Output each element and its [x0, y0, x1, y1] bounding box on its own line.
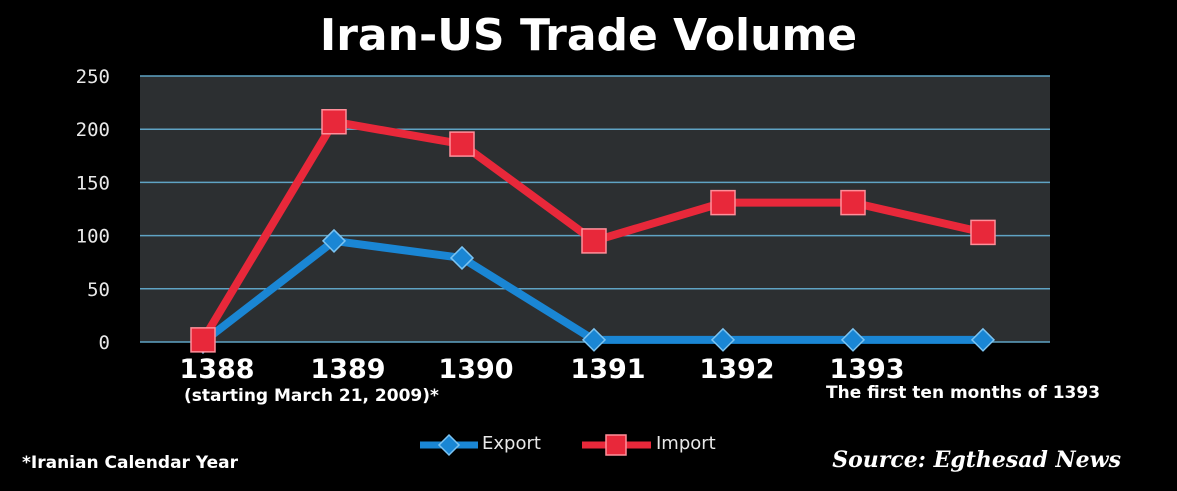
x-tick-label: 1388	[179, 354, 254, 385]
x-tick-label: 1390	[438, 354, 513, 385]
data-point-import	[190, 327, 216, 353]
y-axis-ticks: 0 50 100 150 200 250	[76, 66, 110, 354]
footnote: *Iranian Calendar Year	[22, 453, 238, 473]
x-sublabel-last: The first ten months of 1393	[826, 383, 1101, 403]
legend-label-export: Export	[482, 433, 541, 454]
data-point-export	[581, 327, 607, 352]
x-tick-label: 1391	[570, 354, 645, 385]
legend-marker-import	[605, 434, 627, 456]
data-point-import	[321, 109, 347, 135]
y-tick-label: 250	[76, 66, 110, 88]
x-tick-label: 1393	[829, 354, 904, 385]
series-layer	[190, 109, 996, 355]
legend-label-import: Import	[656, 433, 716, 454]
source-note: Source: Egthesad News	[832, 447, 1121, 473]
data-point-import	[449, 131, 475, 157]
data-point-import	[970, 219, 996, 246]
plot-area	[140, 76, 1050, 342]
data-point-export	[840, 327, 866, 352]
data-point-import	[581, 228, 607, 254]
y-tick-label: 50	[87, 279, 110, 301]
data-point-export	[449, 245, 475, 271]
y-tick-label: 100	[76, 226, 110, 248]
x-tick-label: 1389	[310, 354, 385, 385]
legend-marker-export	[437, 433, 461, 457]
data-point-export	[321, 228, 347, 253]
series-import	[190, 109, 996, 353]
data-point-export	[710, 327, 736, 352]
x-sublabel-first: (starting March 21, 2009)*	[184, 386, 439, 406]
x-axis-ticks: 1388 1389 1390 1391 1392 1393	[179, 354, 904, 385]
y-tick-label: 0	[99, 332, 110, 354]
data-point-import	[710, 189, 736, 216]
y-tick-label: 200	[76, 119, 110, 141]
legend	[420, 433, 651, 457]
data-point-export	[970, 327, 996, 352]
y-tick-label: 150	[76, 172, 110, 194]
chart-title: Iran-US Trade Volume	[319, 10, 858, 61]
x-tick-label: 1392	[699, 354, 774, 385]
data-point-import	[840, 189, 866, 216]
